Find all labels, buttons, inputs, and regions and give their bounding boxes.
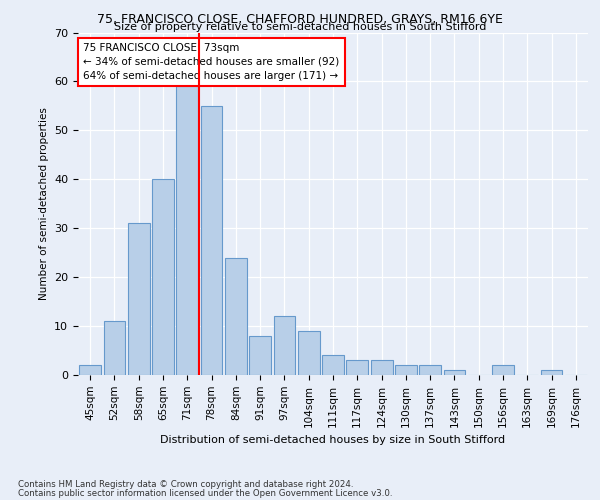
Text: Size of property relative to semi-detached houses in South Stifford: Size of property relative to semi-detach… xyxy=(114,22,486,32)
Bar xyxy=(371,360,392,375)
Bar xyxy=(249,336,271,375)
Bar xyxy=(322,356,344,375)
Bar xyxy=(225,258,247,375)
Bar xyxy=(492,365,514,375)
Text: Contains public sector information licensed under the Open Government Licence v3: Contains public sector information licen… xyxy=(18,488,392,498)
Bar xyxy=(274,316,295,375)
Bar xyxy=(152,180,174,375)
Bar xyxy=(395,365,417,375)
Bar xyxy=(346,360,368,375)
Bar xyxy=(298,331,320,375)
Text: 75 FRANCISCO CLOSE: 73sqm
← 34% of semi-detached houses are smaller (92)
64% of : 75 FRANCISCO CLOSE: 73sqm ← 34% of semi-… xyxy=(83,43,340,81)
Bar xyxy=(443,370,466,375)
Text: 75, FRANCISCO CLOSE, CHAFFORD HUNDRED, GRAYS, RM16 6YE: 75, FRANCISCO CLOSE, CHAFFORD HUNDRED, G… xyxy=(97,12,503,26)
Bar xyxy=(176,86,198,375)
Bar xyxy=(128,224,149,375)
Y-axis label: Number of semi-detached properties: Number of semi-detached properties xyxy=(38,108,49,300)
Bar xyxy=(79,365,101,375)
Text: Contains HM Land Registry data © Crown copyright and database right 2024.: Contains HM Land Registry data © Crown c… xyxy=(18,480,353,489)
Bar xyxy=(541,370,562,375)
Bar xyxy=(104,321,125,375)
X-axis label: Distribution of semi-detached houses by size in South Stifford: Distribution of semi-detached houses by … xyxy=(160,435,506,445)
Bar xyxy=(419,365,441,375)
Bar xyxy=(200,106,223,375)
